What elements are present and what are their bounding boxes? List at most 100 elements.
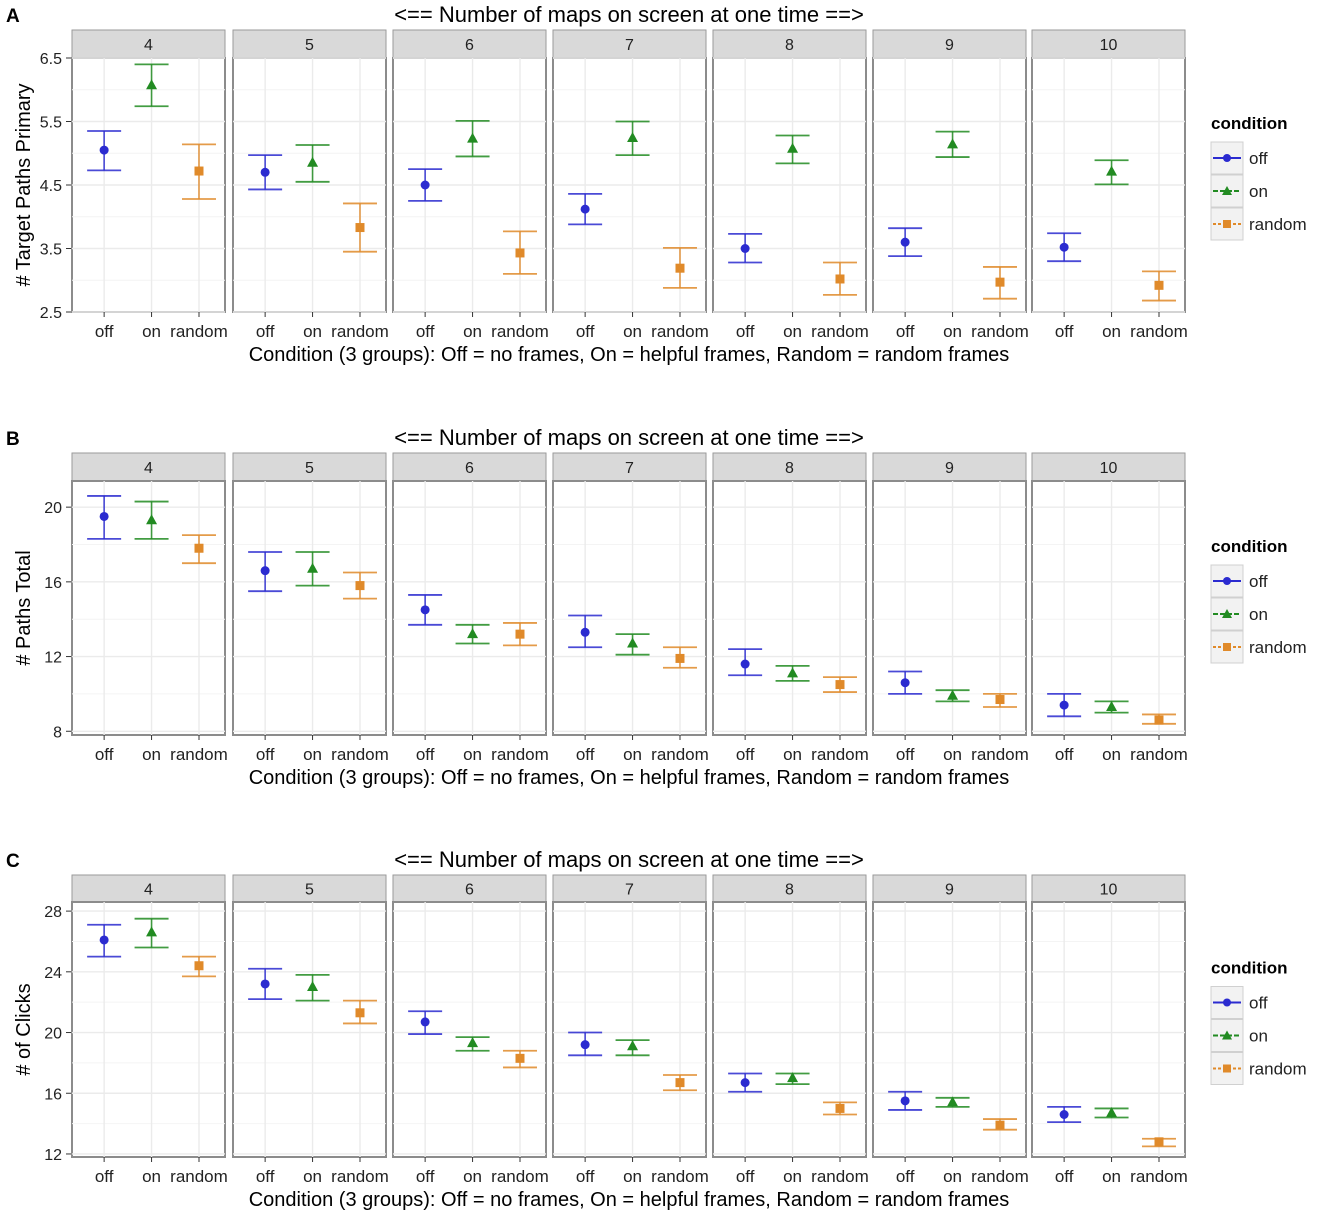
panel-c-letter: C [6,851,20,872]
panel-b-xtick-label: off [416,745,435,764]
panel-b-legend-marker-on [1222,609,1232,618]
panel-c-xtick-label: off [256,1167,275,1186]
panel-a-legend: condition off on random [1210,114,1307,241]
panel-a-point-random [995,277,1005,287]
panel-a-facet-strip [712,29,867,59]
panel-a-ytick-label: 4.5 [40,178,62,195]
panel-c-group: C <== Number of maps on screen at one tim… [6,847,1307,1211]
panel-b-letter: B [6,429,20,450]
panel-a-facet-strip [1031,29,1186,59]
panel-c-ylabel: # of Clicks [13,983,35,1075]
panel-c-point-on [1106,1106,1118,1117]
panel-c-point-off [740,1078,750,1088]
panel-b-xtick-label: off [736,745,755,764]
panel-c-xtick-label: on [1102,1167,1121,1186]
panel-c-point-off [580,1040,590,1050]
panel-a-facet-strip [232,29,387,59]
panel-b-point-on [947,689,959,700]
panel-b-xtick-label: random [170,745,228,764]
panel-a-point-random [194,166,204,176]
panel-b-point-on [307,562,319,573]
panel-a-xtick-label: on [303,322,322,341]
panel-c-point-off [420,1017,430,1027]
panel-a-point-on [1106,165,1118,176]
panel-a-facet-strip [71,29,226,59]
panel-b-xtick-label: off [896,745,915,764]
panel-c-plot-area [71,901,226,1158]
panel-a-xtick-label: off [896,322,915,341]
panel-c-point-random [835,1103,845,1113]
panel-a-xtick-label: on [463,322,482,341]
panel-a-xtick-label: on [623,322,642,341]
panel-b-facet-strip [872,452,1027,482]
panel-b-xtick-label: random [331,745,389,764]
panel-b-group: B <== Number of maps on screen at one tim… [6,425,1307,789]
panel-a-letter: A [6,6,20,27]
panel-b-facet-label: 8 [785,460,794,477]
panel-b-xtick-label: off [95,745,114,764]
panel-a-xtick-label: off [95,322,114,341]
panel-a-ylabel: # Target Paths Primary [13,83,35,286]
panel-a-xtick-label: on [142,322,161,341]
panel-b-facet-10: 10 off on random [1031,452,1188,764]
panel-c-facet-6: 6 off on random [392,874,549,1186]
panel-c-facet-4: 4 off on random [71,874,228,1186]
panel-b-xtick-label: on [623,745,642,764]
panel-b-point-off [99,511,109,521]
panel-c-facet-label: 10 [1100,882,1118,899]
panel-c-facet-9: 9 off on random [872,874,1029,1186]
panel-b-xtick-label: on [303,745,322,764]
panel-b-plot-area [1031,480,1186,736]
panel-a-ytick-label: 6.5 [40,51,62,68]
panel-b-facet-5: 5 off on random [232,452,389,764]
panel-b-legend-title: condition [1211,537,1287,556]
panel-c-facet-strip [1031,874,1186,903]
panel-c-legend-marker-on [1222,1030,1232,1040]
panel-a-xtick-label: on [1102,322,1121,341]
panel-a-facet-7: 7 off on random [552,29,709,341]
panel-b-facet-label: 7 [625,460,634,477]
panel-b-xtick-label: on [463,745,482,764]
panel-b-point-random [515,629,525,639]
panel-b-xtick-label: on [943,745,962,764]
panel-b-facet-label: 5 [305,460,314,477]
panel-a-point-off [1059,242,1069,252]
panel-a-point-random [355,223,365,233]
panel-a-ytick-label: 2.5 [40,305,62,322]
panel-c-point-on [467,1037,479,1048]
panel-b-plot-area [552,480,707,736]
panel-b-point-off [420,605,430,615]
panel-b-facet-strip [1031,452,1186,482]
panel-c-plot-area [712,901,867,1158]
panel-a-facet-5: 5 off on random [232,29,389,341]
panel-a-point-on [787,142,799,153]
panel-b-facet-strip [712,452,867,482]
panel-c-xtick-label: off [95,1167,114,1186]
panel-a-xtick-label: on [943,322,962,341]
panel-b-legend: condition off on random [1210,537,1307,664]
panel-a-point-off [580,204,590,214]
panel-b-xtick-label: random [651,745,709,764]
panel-a-facet-8: 8 off on random [712,29,869,341]
panel-c-facet-label: 8 [785,882,794,899]
panel-a-facet-label: 10 [1100,37,1118,54]
panel-b-ytick-label: 20 [44,500,62,517]
panel-a-legend-title: condition [1211,114,1287,133]
panel-c-ytick-label: 28 [44,904,62,921]
panel-a-xtick-label: off [416,322,435,341]
panel-a-xtick-label: off [736,322,755,341]
panel-b-legend-label-random: random [1249,638,1307,657]
panel-b-plot-area [71,480,226,736]
panel-a-legend-label-off: off [1249,149,1268,168]
panel-b-point-off [740,659,750,669]
panel-a-xtick-label: off [576,322,595,341]
panel-b-point-random [1154,715,1164,725]
panel-c-point-on [627,1040,639,1051]
panel-a-facet-6: 6 off on random [392,29,549,341]
panel-c-xtick-label: off [1055,1167,1074,1186]
panel-c-xtick-label: random [811,1167,869,1186]
panel-c-legend: condition off on random [1210,959,1307,1085]
panel-c-legend-label-off: off [1249,994,1268,1013]
